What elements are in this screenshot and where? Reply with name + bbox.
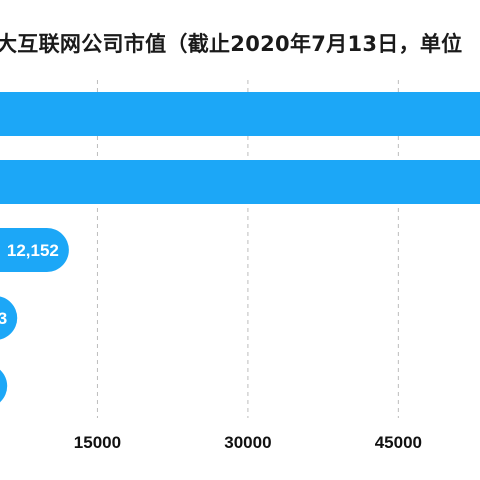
grid-lines (96, 80, 399, 418)
bar-value-label: 12,152 (7, 241, 59, 260)
chart-title: 大互联网公司市值（截止2020年7月13日，单位 (0, 32, 463, 56)
x-tick-label: 15000 (74, 433, 121, 452)
bar (0, 228, 69, 272)
bar (0, 296, 18, 340)
bar (0, 92, 480, 136)
bar-value-label: 3 (0, 309, 7, 328)
x-tick-label: 30000 (224, 433, 271, 452)
x-axis-ticks: 15000 30000 45000 (74, 433, 422, 452)
bars (0, 92, 480, 403)
x-tick-label: 45000 (375, 433, 422, 452)
bar (0, 369, 8, 403)
bar (0, 160, 480, 204)
